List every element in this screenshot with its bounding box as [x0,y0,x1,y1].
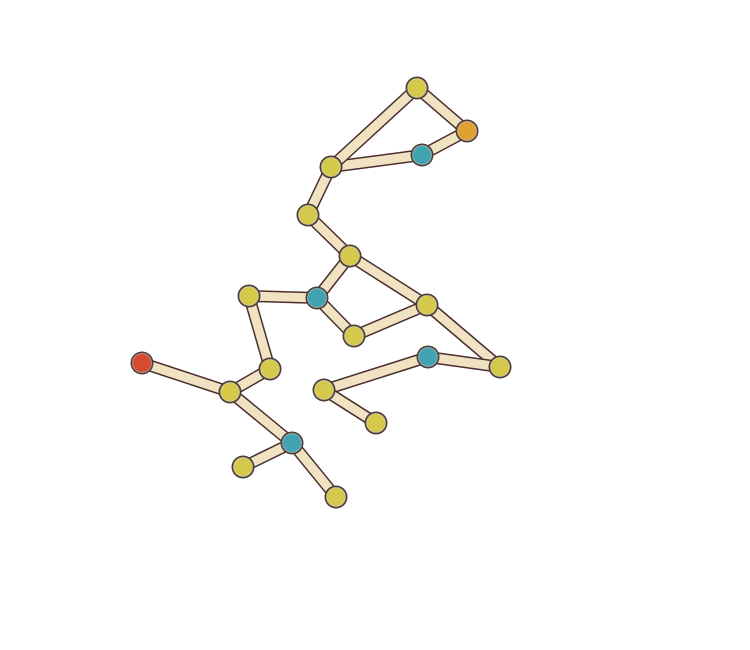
atom-red [130,351,154,375]
atom-yellow [415,293,439,317]
atom-yellow [364,411,388,435]
atom-core [285,436,299,450]
atom-core [301,208,315,222]
bond-fill [319,352,433,395]
bond-a11-a13 [318,351,434,396]
atom-core [347,329,361,343]
atom-core [324,160,338,174]
atom-yellow [312,378,336,402]
atom-teal [305,286,329,310]
atom-core [263,362,277,376]
atom-core [343,249,357,263]
bond-a12-a11 [422,351,506,373]
bond-a9-a10 [348,299,433,342]
atom-core [420,298,434,312]
atom-teal [416,345,440,369]
bond-a17-a18 [224,386,298,449]
atom-core [242,289,256,303]
atom-core [410,81,424,95]
atom-yellow [237,284,261,308]
atom-core [369,416,383,430]
bond-fill [326,150,427,172]
atom-core [493,360,507,374]
bond-fill [137,358,235,397]
bond-a1-a4 [325,82,423,173]
bond-a10-a12 [421,299,506,373]
atom-core [460,124,474,138]
bond-fill [422,300,505,372]
bond-a3-a4 [325,149,428,173]
atom-yellow [342,324,366,348]
atom-yellow [338,244,362,268]
bond-fill [326,83,422,172]
atom-yellow [324,485,348,509]
atom-core [310,291,324,305]
bond-fill [244,291,275,374]
bond-fill [349,300,432,341]
atom-core [223,385,237,399]
atom-layer [130,76,512,509]
atom-core [421,350,435,364]
atom-core [329,490,343,504]
bond-fill [225,387,297,448]
bond-a18-a20 [286,437,342,503]
atom-yellow [218,380,242,404]
atom-core [317,383,331,397]
atom-yellow [296,203,320,227]
atom-core [135,356,149,370]
bond-fill [423,352,505,372]
bond-a17-a16 [136,357,236,398]
atom-yellow [319,155,343,179]
atom-yellow [231,455,255,479]
atom-yellow [405,76,429,100]
atom-teal [280,431,304,455]
atom-core [415,148,429,162]
bond-a7-a15 [243,290,276,375]
atom-yellow [258,357,282,381]
bond-fill [345,251,432,310]
atom-teal [410,143,434,167]
bond-a6-a10 [344,250,433,311]
atom-core [236,460,250,474]
bond-fill [287,438,341,502]
atom-yellow [488,355,512,379]
atom-orange [455,119,479,143]
